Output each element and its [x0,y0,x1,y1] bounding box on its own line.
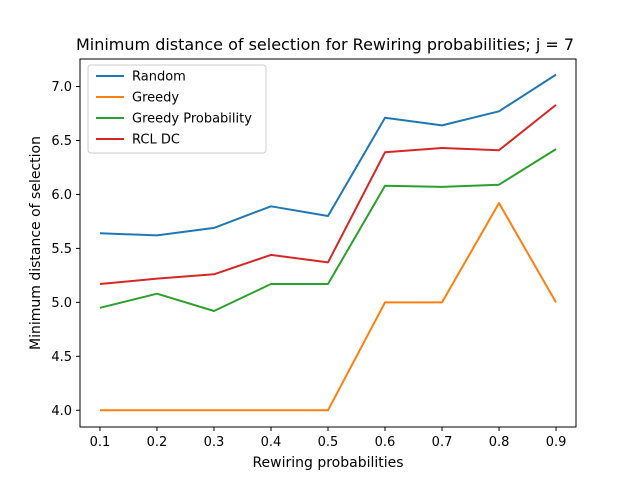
y-tick-label: 4.5 [51,350,72,365]
series-line-0 [99,73,557,237]
series-line-1 [100,202,557,412]
legend-label-1: Greedy [132,91,179,106]
y-tick-label: 6.0 [51,188,72,203]
y-axis-label: Minimum distance of selection [28,136,44,350]
x-tick-label: 0.4 [261,435,282,450]
y-tick-label: 5.0 [51,296,72,311]
x-tick-label: 0.6 [375,435,396,450]
legend: Random Greedy Greedy Probability RCL DC [87,64,267,154]
chart-title: Minimum distance of selection for Rewiri… [76,35,574,54]
legend-label-0: Random [132,70,186,85]
x-tick-label: 0.2 [147,435,168,450]
x-tick-label: 0.3 [204,435,225,450]
x-tick-label: 0.7 [432,435,453,450]
legend-label-3: RCL DC [132,133,180,148]
y-tick-label: 4.0 [51,404,72,419]
x-axis-label: Rewiring probabilities [252,455,403,471]
y-tick-label: 5.5 [51,242,72,257]
x-tick-label: 0.1 [90,435,111,450]
x-tick-label: 0.8 [489,435,510,450]
y-tick-label: 7.0 [51,80,72,95]
legend-label-2: Greedy Probability [132,112,252,127]
plot-area: 0.1 0.2 0.3 0.4 0.5 0.6 0.7 0.8 0.9 4.0 4.5 5.0 5.5 6… [51,58,577,450]
series-line-3 [99,104,557,285]
x-tick-label: 0.9 [546,435,567,450]
legend-box [87,64,267,154]
x-tick-label: 0.5 [318,435,339,450]
series-line-2 [99,148,557,312]
y-tick-label: 6.5 [51,134,72,149]
